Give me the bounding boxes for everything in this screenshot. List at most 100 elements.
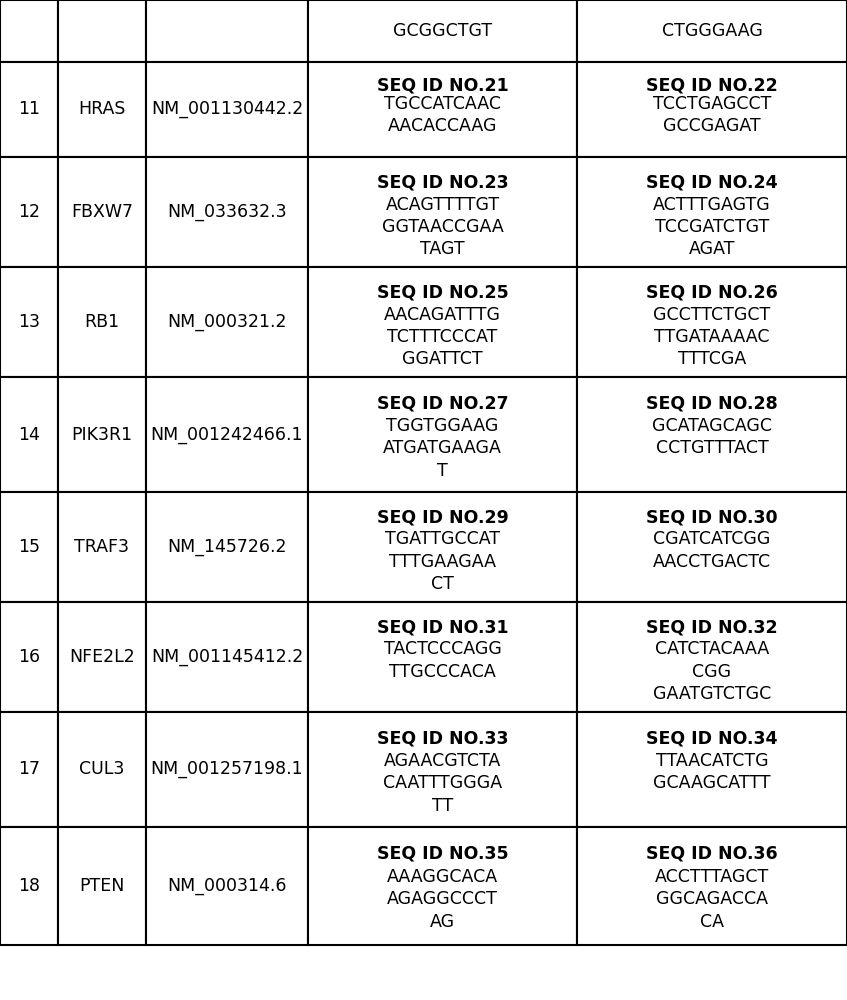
Text: GCGGCTGT: GCGGCTGT [393,22,492,40]
Text: 14: 14 [18,426,40,444]
Bar [58,157,146,267]
Bar [308,827,577,945]
Text: TCCTGAGCCT
GCCGAGAT: TCCTGAGCCT GCCGAGAT [653,95,771,135]
Text: SEQ ID NO.30: SEQ ID NO.30 [646,508,778,526]
Text: CUL3: CUL3 [80,760,125,778]
Text: NM_001242466.1: NM_001242466.1 [151,426,303,444]
Text: SEQ ID NO.24: SEQ ID NO.24 [646,174,778,192]
Text: NM_145726.2: NM_145726.2 [167,538,287,556]
Text: CATCTACAAA
CGG
GAATGTCTGC: CATCTACAAA CGG GAATGTCTGC [653,641,771,703]
Bar [577,602,847,712]
Bar [577,492,847,602]
Text: FBXW7: FBXW7 [71,203,133,221]
Text: SEQ ID NO.31: SEQ ID NO.31 [377,618,508,637]
Text: ACCTTTAGCT
GGCAGACCA
CA: ACCTTTAGCT GGCAGACCA CA [655,868,769,931]
Text: TGATTGCCAT
TTTGAAGAA
CT: TGATTGCCAT TTTGAAGAA CT [385,530,500,593]
Bar [0,602,58,712]
Text: HRAS: HRAS [78,101,125,118]
Text: TTAACATCTG
GCAAGCATTT: TTAACATCTG GCAAGCATTT [653,752,771,792]
Text: TRAF3: TRAF3 [75,538,130,556]
Bar [0,62,58,157]
Text: 17: 17 [18,760,40,778]
Text: SEQ ID NO.29: SEQ ID NO.29 [377,508,508,526]
Text: SEQ ID NO.23: SEQ ID NO.23 [377,174,508,192]
Bar [577,827,847,945]
Bar [308,377,577,492]
Text: RB1: RB1 [85,313,119,331]
Text: SEQ ID NO.27: SEQ ID NO.27 [377,394,508,412]
Bar [577,712,847,827]
Bar [308,492,577,602]
Text: SEQ ID NO.26: SEQ ID NO.26 [646,284,778,302]
Bar [0,712,58,827]
Text: SEQ ID NO.34: SEQ ID NO.34 [646,729,778,747]
Text: TGCCATCAAC
AACACCAAG: TGCCATCAAC AACACCAAG [384,95,501,135]
Text: 16: 16 [18,648,40,666]
Text: SEQ ID NO.21: SEQ ID NO.21 [377,76,508,94]
Bar [577,62,847,157]
Text: NFE2L2: NFE2L2 [69,648,135,666]
Bar [58,0,146,62]
Bar [0,0,58,62]
Text: PIK3R1: PIK3R1 [71,426,133,444]
Text: NM_033632.3: NM_033632.3 [167,203,287,221]
Bar [0,492,58,602]
Bar [0,377,58,492]
Bar [308,267,577,377]
Text: 11: 11 [18,101,40,118]
Bar [577,0,847,62]
Text: SEQ ID NO.33: SEQ ID NO.33 [377,729,508,747]
Text: 12: 12 [18,203,40,221]
Bar [308,712,577,827]
Text: 18: 18 [18,877,40,895]
Text: AACAGATTTG
TCTTTCCCAT
GGATTCT: AACAGATTTG TCTTTCCCAT GGATTCT [384,306,501,368]
Bar [146,827,308,945]
Bar [58,492,146,602]
Bar [0,827,58,945]
Bar [308,62,577,157]
Bar [308,602,577,712]
Bar [146,267,308,377]
Bar [58,377,146,492]
Bar [146,62,308,157]
Text: SEQ ID NO.28: SEQ ID NO.28 [646,394,778,412]
Text: PTEN: PTEN [80,877,125,895]
Text: TGGTGGAAG
ATGATGAAGA
T: TGGTGGAAG ATGATGAAGA T [383,417,502,480]
Bar [0,157,58,267]
Bar [58,827,146,945]
Bar [308,157,577,267]
Text: SEQ ID NO.32: SEQ ID NO.32 [646,618,778,637]
Text: 13: 13 [18,313,40,331]
Bar [308,0,577,62]
Bar [146,492,308,602]
Bar [577,157,847,267]
Text: SEQ ID NO.25: SEQ ID NO.25 [377,284,508,302]
Bar [146,712,308,827]
Text: ACTTTGAGTG
TCCGATCTGT
AGAT: ACTTTGAGTG TCCGATCTGT AGAT [653,196,771,258]
Bar [58,602,146,712]
Bar [146,0,308,62]
Bar [58,267,146,377]
Text: NM_001145412.2: NM_001145412.2 [151,648,303,666]
Bar [58,62,146,157]
Bar [577,377,847,492]
Text: 15: 15 [18,538,40,556]
Bar [577,267,847,377]
Text: GCCTTCTGCT
TTGATAAAAC
TTTCGA: GCCTTCTGCT TTGATAAAAC TTTCGA [653,306,771,368]
Bar [146,377,308,492]
Text: NM_000321.2: NM_000321.2 [167,313,287,331]
Bar [146,157,308,267]
Text: GCATAGCAGC
CCTGTTTACT: GCATAGCAGC CCTGTTTACT [652,417,772,457]
Text: AGAACGTCTA
CAATTTGGGA
TT: AGAACGTCTA CAATTTGGGA TT [383,752,502,815]
Text: NM_000314.6: NM_000314.6 [167,877,287,895]
Text: NM_001257198.1: NM_001257198.1 [151,760,303,778]
Text: CGATCATCGG
AACCTGACTC: CGATCATCGG AACCTGACTC [653,530,771,571]
Text: NM_001130442.2: NM_001130442.2 [151,101,303,118]
Text: AAAGGCACA
AGAGGCCCT
AG: AAAGGCACA AGAGGCCCT AG [387,868,498,931]
Text: SEQ ID NO.36: SEQ ID NO.36 [646,845,778,863]
Text: CTGGGAAG: CTGGGAAG [662,22,762,40]
Text: TACTCCCAGG
TTGCCCACA: TACTCCCAGG TTGCCCACA [384,641,501,681]
Text: SEQ ID NO.22: SEQ ID NO.22 [646,76,778,94]
Bar [58,712,146,827]
Bar [146,602,308,712]
